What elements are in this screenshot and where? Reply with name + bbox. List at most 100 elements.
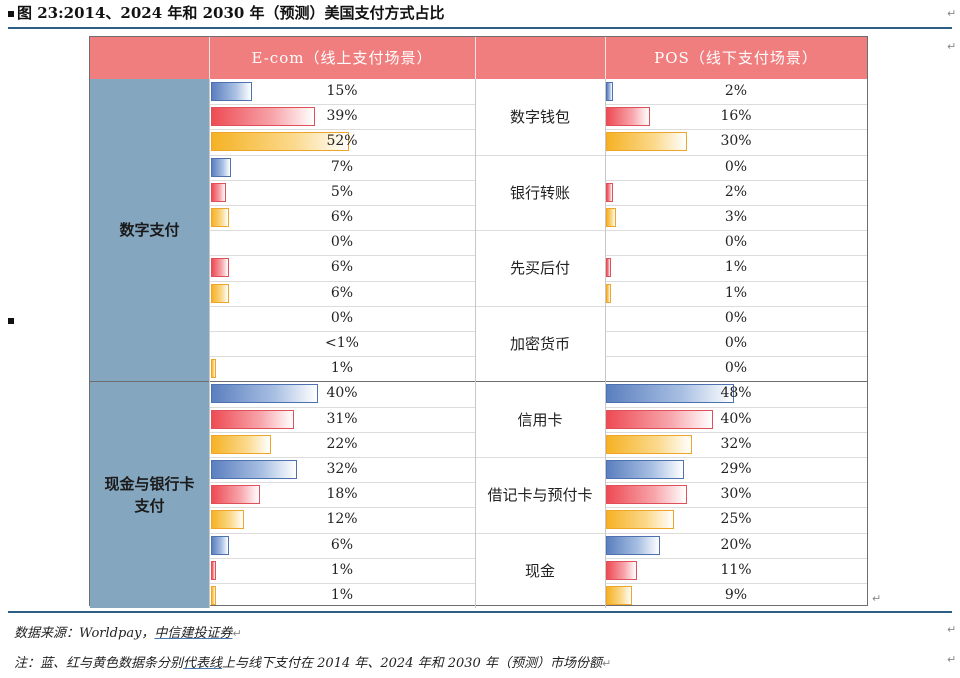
method-divider [475,532,605,534]
ecom-value-label: 6% [330,209,354,225]
legend-note-link: 代表线 [183,656,223,671]
category-divider [90,381,867,383]
row-divider [209,431,475,433]
pos-value-label: 0% [724,360,748,377]
ecom-value-label: 52% [326,133,358,150]
pos-value-label: 0% [724,234,748,251]
payment-share-table: E-com（线上支付场景） POS（线下支付场景） 数字支付 数字钱包 15% 2% 3… [89,36,868,609]
ecom-value-label: 5% [330,183,354,200]
row-divider [209,457,475,458]
legend-note: 注：蓝、红与黄色数据条分别代表线上与线下支付在 2014 年、2024 年和 2… [14,652,611,671]
ecom-bar-2024 [211,409,294,429]
return-mark-icon: ↵ [947,653,957,666]
method-label: 现金 [524,561,555,580]
pos-bar-2030 [606,510,674,530]
method-label: 加密货币 [509,335,570,354]
row-divider [605,305,867,307]
ecom-bar-2030 [211,132,349,152]
row-divider [605,104,867,106]
row-divider [209,331,475,332]
row-divider [209,255,475,257]
method-label: 信用卡 [517,410,563,429]
pos-value-label: 0% [724,158,748,175]
pos-bar-2030 [606,283,611,303]
pos-bar-2014 [606,460,684,479]
row-divider [605,356,867,358]
pos-value-label: 1% [724,259,748,276]
legend-note-after: 上与线下支付在 2014 年、2024 年和 2030 年（预测）市场份额 [222,656,602,671]
row-divider [605,129,867,131]
column-divider [475,79,476,609]
bullet-icon [8,11,14,17]
row-divider [209,507,475,509]
method-label: 先买后付 [509,259,570,278]
source-note: 数据来源：Worldpay，中信建投证券↵ [14,622,242,641]
method-label: 借记卡与预付卡 [487,486,593,505]
ecom-value-label: 6% [330,284,354,301]
ecom-bar-2030 [211,283,229,303]
figure-title-text: 图 23:2014、2024 年和 2030 年（预测）美国支付方式占比 [17,4,445,22]
row-divider [605,280,867,282]
pos-bar-2014 [606,82,613,101]
row-divider [209,129,475,131]
pos-value-label: 16% [720,108,752,125]
row-divider [605,331,867,332]
ecom-bar-2024 [211,258,229,278]
ecom-bar-2030 [211,586,216,605]
ecom-bar-2024 [211,560,216,580]
pos-value-label: 0% [724,309,748,326]
pos-bar-2014 [606,535,660,555]
row-divider [605,557,867,559]
pos-value-label: 0% [724,335,748,351]
ecom-value-label: 1% [330,360,354,377]
row-divider [209,280,475,282]
row-divider [605,406,867,408]
ecom-column-header: E-com（线上支付场景） [251,49,433,67]
row-divider [605,507,867,509]
row-divider [605,457,867,458]
ecom-value-label: 0% [330,309,354,326]
header-divider [475,37,476,79]
row-divider [605,154,867,156]
method-label: 数字钱包 [509,108,570,127]
row-divider [209,532,475,534]
ecom-bar-2030 [211,434,271,454]
pos-bar-2024 [606,560,637,580]
method-label: 银行转账 [509,183,570,202]
method-divider [475,305,605,307]
ecom-bar-2024 [211,485,260,505]
pos-value-label: 40% [720,410,752,427]
pos-bar-2030 [606,208,616,227]
row-divider [605,583,867,584]
row-divider [209,154,475,156]
source-link: 中信建投证券 [154,626,233,641]
figure-title: 图 23:2014、2024 年和 2030 年（预测）美国支付方式占比 [8,2,445,23]
method-divider [475,154,605,156]
ecom-value-label: 18% [326,486,358,503]
pos-bar-2030 [606,132,687,152]
method-divider [475,457,605,458]
pos-column-header: POS（线下支付场景） [654,49,818,67]
pos-value-label: 48% [720,385,752,402]
ecom-bar-2014 [211,157,231,177]
ecom-bar-2024 [211,107,315,127]
ecom-value-label: 1% [330,561,354,578]
ecom-bar-2030 [211,510,244,530]
ecom-value-label: 12% [326,511,358,528]
pos-bar-2014 [606,384,734,404]
row-divider [605,532,867,534]
return-mark-icon: ↵ [947,623,957,636]
ecom-value-label: 15% [326,83,358,99]
pos-bar-2030 [606,586,632,605]
pos-value-label: 11% [720,561,752,578]
legend-note-before: 注：蓝、红与黄色数据条分别 [14,656,184,671]
ecom-value-label: 31% [326,410,358,427]
ecom-bar-2014 [211,82,252,101]
pos-bar-2024 [606,409,713,429]
row-divider [605,431,867,433]
pos-value-label: 29% [720,461,752,477]
category-cell: 现金与银行卡 支付 [90,381,209,609]
return-mark-icon: ↵ [601,657,612,670]
ecom-value-label: 1% [330,587,354,603]
row-divider [209,305,475,307]
